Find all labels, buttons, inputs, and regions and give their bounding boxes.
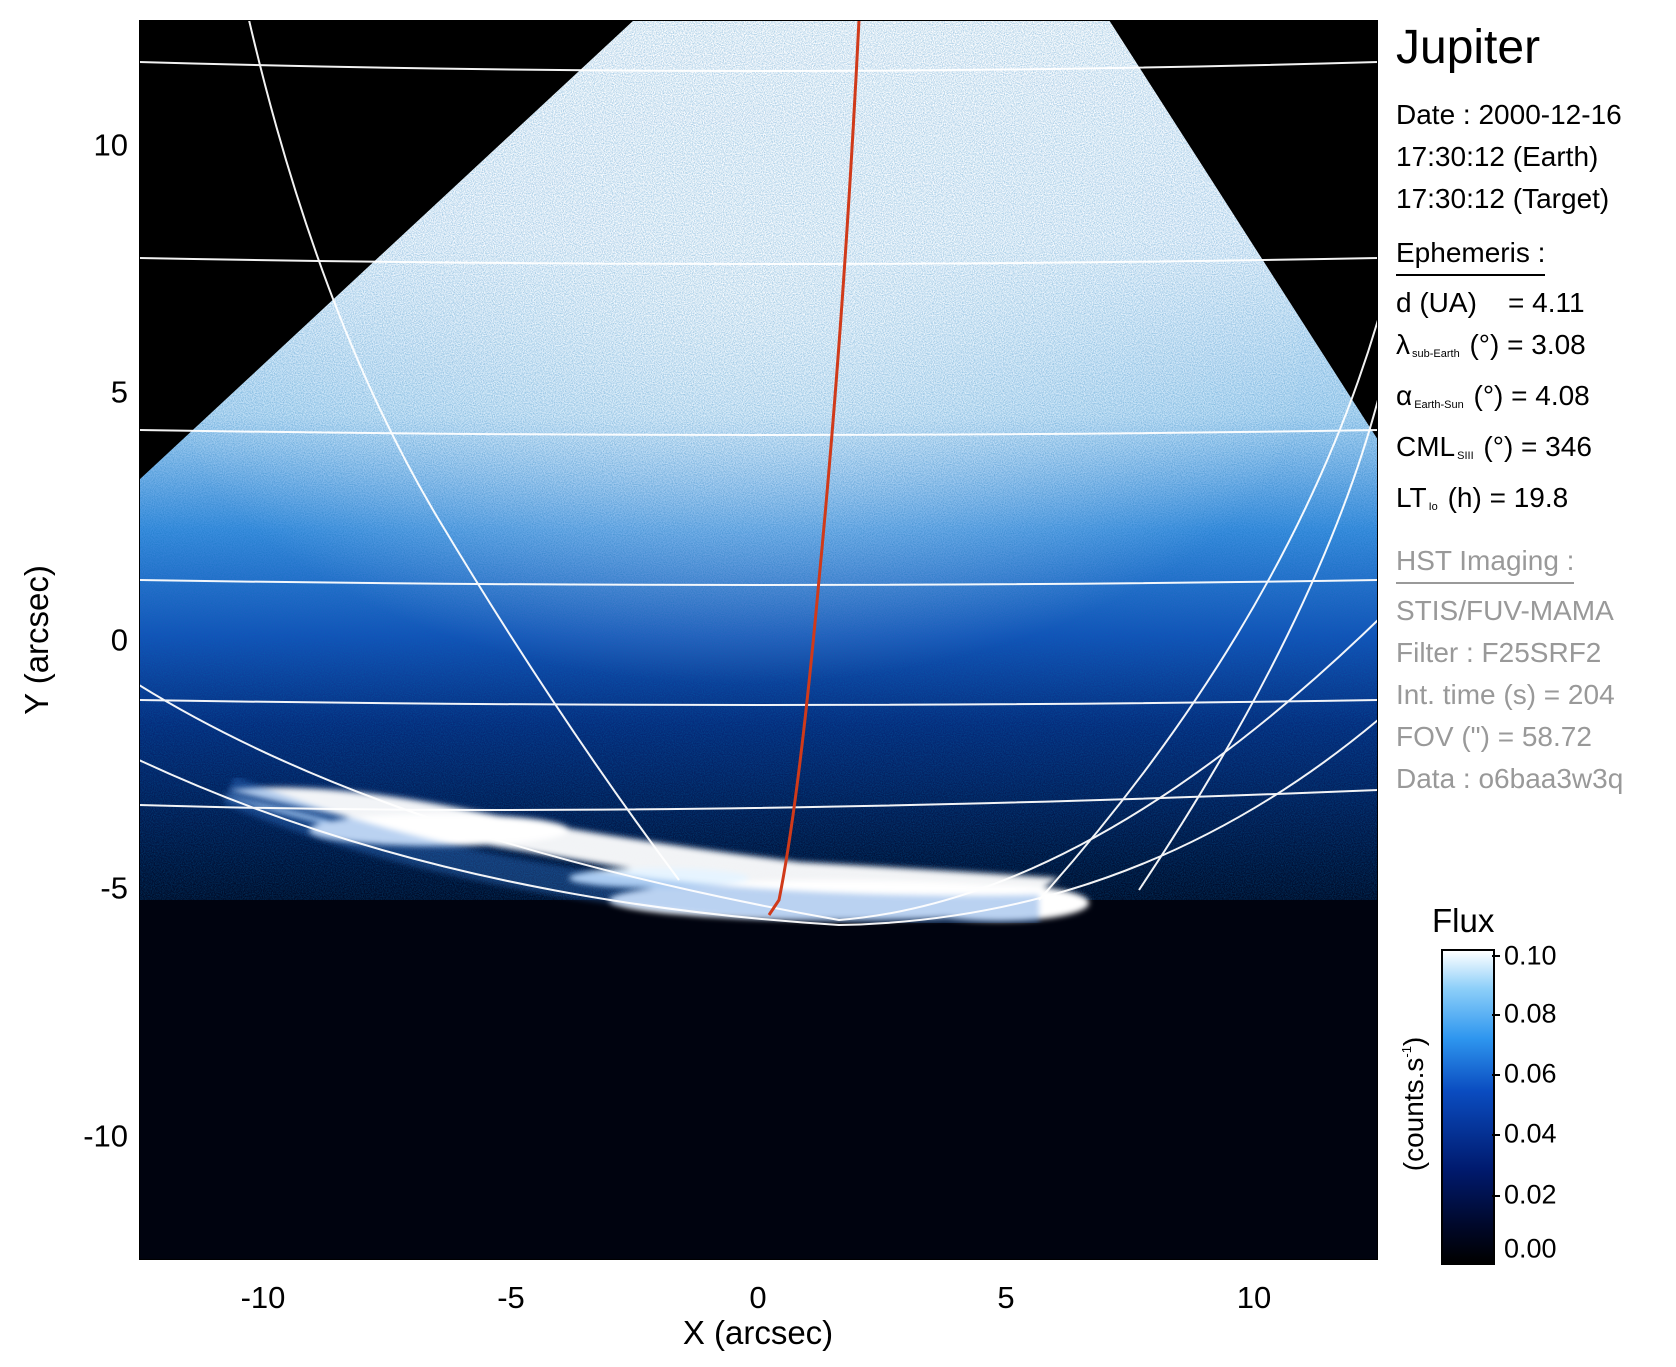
time-target: 17:30:12 (Target) [1396,183,1610,214]
lt-subscript: Io [1428,501,1438,513]
x-tick-label: 5 [997,1280,1015,1315]
colorbar-label: 0.06 [1504,1058,1557,1089]
ephemeris-title: Ephemeris : [1396,234,1546,276]
y-tick-label: 10 [93,127,128,163]
colorbar-tick [1492,1074,1500,1076]
y-tick-label: -5 [100,870,128,906]
unit-base: (counts.s [1398,1057,1429,1172]
colorbar-label: 0.08 [1504,998,1557,1029]
lt-label: LT [1396,482,1427,513]
distance-value: = 4.11 [1508,287,1585,318]
hst-title: HST Imaging : [1396,542,1575,584]
lat-lon-grid [139,20,1378,927]
y-axis-label: Y (arcsec) [18,565,55,715]
colorbar-label: 0.02 [1504,1179,1557,1210]
colorbar-label: 0.04 [1504,1118,1557,1149]
colorbar-tick [1492,955,1500,957]
alpha-value: (°) = 4.08 [1473,380,1590,411]
y-tick-label: 5 [110,374,128,410]
alpha-subscript: Earth-Sun [1414,399,1464,411]
hst-data-id: Data : o6baa3w3q [1396,763,1624,794]
io-footprint-line [767,20,861,916]
colorbar-title: Flux [1432,902,1495,939]
x-axis-label: X (arcsec) [682,1314,834,1351]
ephemeris-distance: d (UA) = 4.11 [1396,282,1676,324]
colorbar [1441,949,1495,1265]
ephemeris-alpha: α Earth-Sun (°) = 4.08 [1396,375,1676,426]
info-panel: Jupiter Date : 2000-12-16 17:30:12 (Eart… [1396,18,1676,800]
colorbar-tick [1492,1014,1500,1016]
unit-superscript: -1 [1399,1046,1414,1058]
lambda-symbol: λ [1396,329,1410,360]
alpha-symbol: α [1396,380,1413,411]
hst-instrument: STIS/FUV-MAMA [1396,595,1614,626]
lt-value: (h) = 19.8 [1447,482,1569,513]
cml-subscript: SIII [1457,450,1474,462]
hst-int-time: Int. time (s) = 204 [1396,679,1615,710]
target-name: Jupiter [1396,21,1541,74]
time-earth: 17:30:12 (Earth) [1396,141,1599,172]
colorbar-unit: (counts.s-1) [1398,1037,1430,1172]
plot-frame [139,20,1378,1260]
auroral-image [139,20,1378,1260]
hst-fov: FOV (") = 58.72 [1396,721,1592,752]
cml-value: (°) = 346 [1483,431,1592,462]
cml-label: CML [1396,431,1456,462]
arc-glow [223,776,1040,926]
colorbar-label: 0.10 [1504,940,1557,971]
x-tick-label: 0 [749,1280,767,1315]
ephemeris-lt: LT Io (h) = 19.8 [1396,477,1676,528]
hst-filter: Filter : F25SRF2 [1396,637,1602,668]
x-tick-label: -10 [240,1280,286,1315]
lambda-subscript: sub-Earth [1412,348,1460,360]
ephemeris-lambda: λ sub-Earth (°) = 3.08 [1396,324,1676,375]
lambda-value: (°) = 3.08 [1469,329,1586,360]
x-tick-label: 10 [1236,1280,1272,1315]
y-tick-label: 0 [110,622,128,658]
colorbar-label: 0.00 [1504,1233,1557,1264]
colorbar-tick [1492,1195,1500,1197]
ephemeris-cml: CML SIII (°) = 346 [1396,426,1676,477]
observation-date: Date : 2000-12-16 [1396,99,1622,130]
unit-close: ) [1398,1036,1429,1047]
distance-label: d (UA) [1396,287,1477,318]
y-tick-label: -10 [83,1118,128,1154]
auroral-image-plot [139,20,1378,1260]
x-tick-label: -5 [497,1280,525,1315]
colorbar-tick [1492,1134,1500,1136]
